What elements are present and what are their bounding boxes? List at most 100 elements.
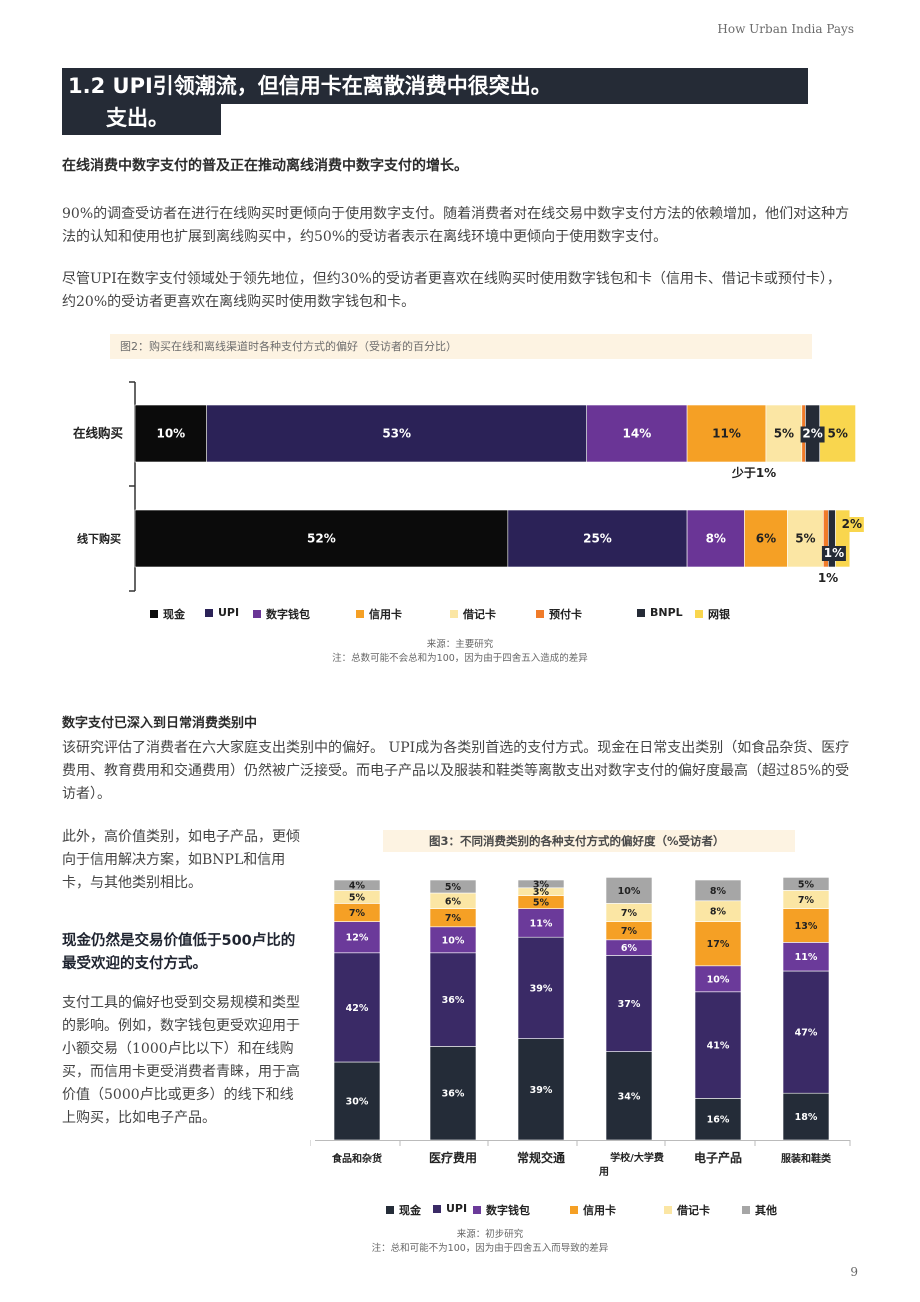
figure3-data-label: 11% — [795, 952, 818, 963]
side-paragraph-1: 此外，高价值类别，如电子产品，更倾向于信用解决方案，如BNPL和信用卡，与其他类… — [62, 829, 300, 891]
figure2-bar-segment — [134, 509, 509, 568]
legend-label: 借记卡 — [463, 608, 496, 621]
legend-swatch — [473, 1206, 481, 1214]
figure3-legend-item: 借记卡 — [664, 1202, 710, 1218]
figure3-data-label: 36% — [442, 995, 465, 1006]
legend-label: 信用卡 — [583, 1204, 616, 1217]
figure3-legend: 现金 UPI 数字钱包 信用卡 借记卡 其他 — [0, 1202, 920, 1220]
figure2-title: 图2：购买在线和离线渠道时各种支付方式的偏好（受访者的百分比） — [110, 334, 812, 359]
figure3-data-label: 6% — [445, 896, 462, 907]
legend-swatch — [450, 610, 458, 618]
figure2-legend-item: 借记卡 — [450, 606, 496, 622]
intro-paragraph-2: 尽管UPI在数字支付领域处于领先地位，但约30%的受访者更喜欢在线购买时使用数字… — [62, 271, 841, 310]
figure3-data-label: 36% — [442, 1089, 465, 1100]
figure3-data-label: 5% — [445, 882, 462, 893]
figure3-bar-segment — [694, 965, 742, 993]
figure2-bar-segment — [507, 509, 688, 568]
figure3-data-label: 5% — [798, 879, 815, 890]
figure3-bar-segment — [429, 952, 477, 1047]
legend-label: 信用卡 — [369, 608, 402, 621]
legend-label: 借记卡 — [677, 1204, 710, 1217]
figure3-data-label: 10% — [442, 935, 465, 946]
figure3-source: 来源：初步研究 — [456, 1229, 524, 1240]
intro-paragraph-1: 90%的调查受访者在进行在线购买时更倾向于使用数字支付。随着消费者对在线交易中数… — [62, 206, 850, 245]
figure3-data-label: 17% — [707, 939, 730, 950]
figure3-legend-item: 信用卡 — [570, 1202, 616, 1218]
figure2-label-box — [800, 426, 825, 443]
figure2-category-label: 在线购买 — [73, 426, 123, 441]
figure3-title: 图3：不同消费类别的各种支付方式的偏好度（%受访者） — [383, 830, 795, 852]
figure3-data-label: 4% — [349, 881, 366, 892]
legend-label: BNPL — [650, 606, 683, 619]
figure3-data-label: 3% — [533, 887, 550, 898]
figure3-data-label: 5% — [349, 892, 366, 903]
figure3-category-label-continuation: 用 — [598, 1166, 609, 1178]
figure2-bar-segment — [787, 509, 824, 568]
figure3-data-label: 18% — [795, 1112, 818, 1123]
legend-swatch — [150, 610, 158, 618]
legend-swatch — [433, 1204, 441, 1213]
figure2-bar-segment — [134, 404, 207, 463]
legend-swatch — [570, 1206, 578, 1214]
figure3-bar-segment — [333, 879, 381, 891]
page-number: 9 — [850, 1265, 858, 1279]
figure3-data-label: 7% — [798, 895, 815, 906]
figure2-data-label: 2% — [802, 427, 822, 441]
figure3-data-label: 12% — [346, 933, 369, 944]
figure2-annotation-offline: 1% — [818, 571, 838, 585]
section2-paragraph: 该研究评估了消费者在六大家庭支出类别中的偏好。 UPI成为各类别首选的支付方式。… — [62, 740, 850, 802]
figure3-data-label: 47% — [795, 1028, 818, 1039]
legend-swatch — [253, 610, 261, 618]
legend-swatch — [536, 610, 544, 618]
figure3-data-label: 30% — [346, 1097, 369, 1108]
figure2-label-box — [839, 517, 864, 532]
figure3-bar-segment — [429, 926, 477, 954]
legend-swatch — [637, 608, 645, 617]
figure3-legend-item: UPI — [433, 1202, 467, 1215]
figure3-data-label: 8% — [710, 886, 727, 897]
figure3-data-label: 10% — [707, 974, 730, 985]
figure2-legend-item: UPI — [205, 606, 239, 619]
figure2-legend-item: 网银 — [695, 606, 730, 622]
figure2-data-label: 14% — [623, 427, 652, 441]
figure3-data-label: 13% — [795, 921, 818, 932]
figure2-legend: 现金 UPI 数字钱包 信用卡 借记卡 预付卡 BNPL 网银 — [0, 606, 920, 624]
figure2-data-label: 2% — [842, 517, 862, 531]
figure2-label-box — [821, 546, 846, 561]
figure2-note: 注：总数可能不会总和为100，因为由于四舍五入造成的差异 — [332, 653, 588, 664]
section-title-continuation: 支出。 — [62, 104, 221, 135]
figure3-bar-segment — [517, 879, 565, 889]
section-title: 1.2 UPI引领潮流，但信用卡在离散消费中很突出。 — [62, 68, 808, 104]
side-bold-statement: 现金仍然是交易价值低于500卢比的最受欢迎的支付方式。 — [62, 933, 296, 972]
figure2-data-label: 6% — [756, 532, 776, 546]
figure3-legend-item: 其他 — [742, 1202, 777, 1218]
figure2-bar-segment — [765, 404, 803, 463]
figure2-bar-segment — [686, 404, 767, 463]
figure2-source: 来源：主要研究 — [426, 639, 494, 650]
legend-label: 现金 — [163, 608, 185, 621]
figure3-note: 注：总和可能不为100，因为由于四舍五入而导致的差异 — [371, 1243, 609, 1254]
legend-label: 现金 — [399, 1204, 421, 1217]
figure3-data-label: 41% — [707, 1041, 730, 1052]
figure3-data-label: 7% — [621, 926, 638, 937]
figure3-data-label: 39% — [530, 1085, 553, 1096]
figure3-bar-segment — [782, 908, 830, 943]
figure3-category-label: 食品和杂货 — [331, 1152, 382, 1165]
figure3-bar-segment — [782, 1092, 830, 1141]
figure3-data-label: 42% — [346, 1003, 369, 1014]
running-header: How Urban India Pays — [717, 22, 854, 36]
figure3-category-label: 学校/大学费 — [610, 1151, 664, 1164]
legend-swatch — [205, 608, 213, 617]
figure3-legend-item: 数字钱包 — [473, 1202, 530, 1218]
legend-swatch — [695, 610, 703, 618]
figure3-data-label: 7% — [445, 913, 462, 924]
section2-subheading: 数字支付已深入到日常消费类别中 — [62, 716, 258, 731]
figure2-legend-item: 预付卡 — [536, 606, 582, 622]
figure2-bar-segment — [586, 404, 688, 463]
figure3-bar-segment — [429, 879, 477, 894]
figure2-legend-item: 数字钱包 — [253, 606, 310, 622]
figure3-bar-segment — [605, 877, 653, 904]
legend-label: 预付卡 — [549, 608, 582, 621]
figure3-data-label: 37% — [618, 999, 641, 1010]
legend-swatch — [386, 1206, 394, 1214]
